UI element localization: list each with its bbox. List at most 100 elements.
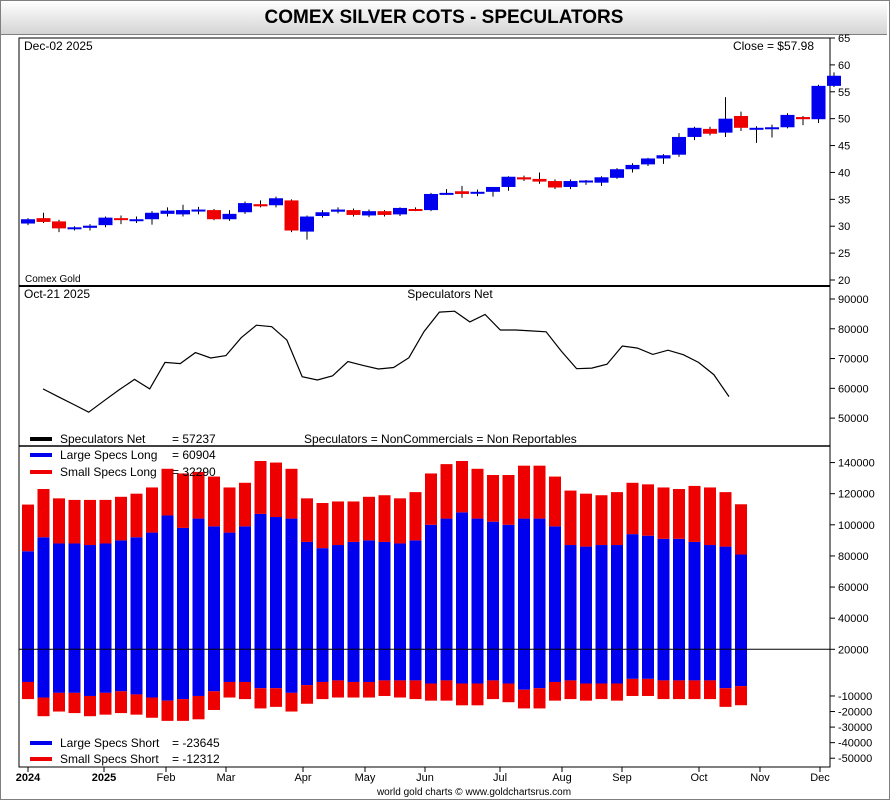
price-candle: [579, 179, 593, 185]
small-short-bar: [270, 688, 282, 707]
positions-bar: [285, 468, 298, 712]
positions-bar: [130, 493, 143, 715]
positions-bar: [115, 496, 127, 714]
large-long-bar: [130, 537, 143, 650]
positions-y-axis: -50000 -40000 -30000 -20000 -10000 20000 40000…: [830, 458, 875, 765]
positions-tick-label: 40000: [838, 613, 869, 625]
small-long-bar: [502, 475, 515, 525]
positions-bar: [425, 473, 437, 701]
large-short-bar: [254, 649, 267, 689]
small-long-bar: [130, 493, 143, 538]
small-short-bar: [688, 680, 701, 700]
large-short-bar: [719, 649, 732, 689]
large-short-bar: [378, 649, 391, 681]
small-long-bar: [471, 468, 484, 519]
price-tick-label: 25: [838, 248, 850, 260]
small-long-bar: [177, 473, 189, 528]
large-long-bar: [99, 543, 112, 650]
large-short-bar: [332, 649, 344, 681]
chart-title: COMEX SILVER COTS - SPECULATORS: [1, 1, 887, 35]
positions-tick-label: -20000: [838, 707, 872, 719]
net-tick-label: 90000: [838, 294, 869, 306]
large-short-bar: [673, 649, 685, 681]
large-short-bar: [518, 649, 530, 690]
positions-bar: [518, 465, 530, 709]
small-short-bar: [595, 683, 608, 700]
small-short-bar: [239, 681, 251, 700]
positions-tick-label: -50000: [838, 753, 872, 765]
positions-bar: [533, 465, 546, 709]
large-short-bar: [533, 649, 546, 689]
small-short-bar: [223, 681, 236, 698]
small-short-bar: [378, 680, 391, 696]
small-short-bar: [564, 680, 577, 700]
price-candle: [238, 201, 252, 214]
price-candle: [21, 218, 35, 226]
small-short-bar: [22, 681, 34, 700]
large-long-bar: [68, 543, 81, 650]
small-short-bar: [719, 688, 732, 707]
small-long-bar: [657, 487, 670, 539]
positions-bar: [301, 498, 313, 704]
positions-bar: [409, 492, 422, 700]
large-long-bar: [425, 524, 437, 650]
price-tick-label: 65: [838, 33, 850, 45]
price-candle: [83, 224, 97, 231]
price-candle: [687, 126, 702, 141]
price-candle: [114, 215, 128, 225]
positions-bar: [595, 495, 608, 700]
price-y-axis: 20 25 30 35 40 45 50 55 60 65: [830, 33, 850, 287]
large-long-bar: [347, 541, 360, 650]
price-date-label: Dec-02 2025: [24, 39, 93, 53]
small-short-bar: [456, 683, 468, 706]
small-long-bar: [704, 487, 716, 546]
positions-bar: [332, 501, 344, 698]
large-short-bar: [84, 649, 96, 696]
small-short-bar: [518, 689, 530, 709]
price-candle: [517, 175, 531, 182]
small-long-bar: [37, 489, 50, 538]
x-tick-label: Oct: [690, 772, 707, 784]
x-tick-label: 2025: [92, 772, 116, 784]
price-candle: [594, 176, 609, 186]
small-long-bar: [394, 498, 406, 544]
large-short-bar: [316, 649, 329, 682]
small-short-bar: [471, 683, 484, 706]
small-long-bar: [84, 499, 96, 546]
price-candle: [532, 172, 547, 184]
large-long-bar: [285, 518, 298, 650]
price-tick-label: 60: [838, 60, 850, 72]
net-panel: [18, 285, 831, 447]
large-short-bar: [22, 649, 34, 682]
positions-bar: [347, 501, 360, 698]
small-long-bar: [673, 489, 685, 539]
large-long-bar: [84, 545, 96, 650]
large-long-bar: [378, 541, 391, 650]
positions-bar: [580, 493, 592, 701]
small-long-bar: [595, 495, 608, 546]
legend-small-long: Small Specs Long: [60, 465, 157, 479]
price-candle: [470, 189, 485, 197]
small-long-bar: [68, 499, 81, 544]
positions-tick-label: 80000: [838, 551, 869, 563]
price-candle: [36, 212, 51, 223]
x-tick-label: Aug: [552, 772, 572, 784]
price-candle: [362, 209, 376, 218]
small-long-bar: [332, 501, 344, 546]
positions-bar: [378, 495, 391, 696]
large-long-bar: [177, 527, 189, 650]
small-long-bar: [347, 501, 360, 542]
large-short-bar: [192, 649, 205, 696]
positions-bar: [704, 487, 716, 700]
large-long-bar: [580, 546, 592, 650]
large-long-bar: [270, 517, 282, 650]
large-short-bar: [704, 649, 716, 681]
price-candle: [207, 209, 221, 221]
price-candle: [67, 226, 82, 231]
large-long-bar: [549, 526, 561, 650]
price-candle: [315, 210, 330, 218]
price-candle: [300, 215, 314, 240]
positions-bar: [84, 499, 96, 717]
price-candle: [672, 133, 686, 157]
